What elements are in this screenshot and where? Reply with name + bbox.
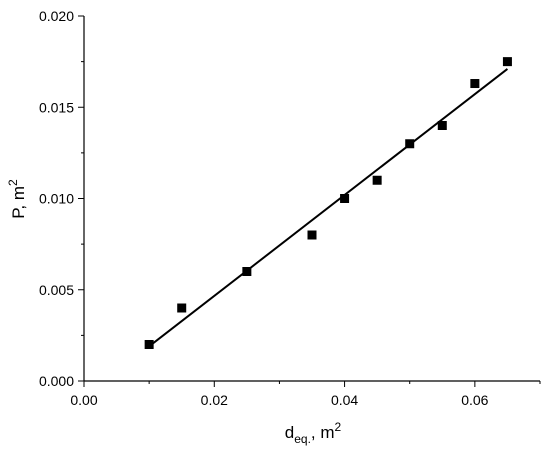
data-points [144,57,512,349]
data-point [405,139,415,149]
x-axis-ticks: 0.00 0.02 0.04 0.06 [70,381,541,408]
fit-line [148,68,509,348]
x-axis-title-sup: 2 [335,420,342,434]
data-point [307,230,317,240]
y-axis-title: P, m2 [6,179,28,219]
x-axis-title-subscript: eq. [294,432,311,446]
data-point [470,79,480,89]
y-axis-ticks: 0.000 0.005 0.010 0.015 0.020 [39,8,84,389]
x-axis-title-base: d [285,423,294,442]
x-tick-label: 0.00 [70,392,97,408]
data-point [177,303,187,313]
data-point [502,57,512,67]
data-point [242,267,252,276]
x-tick-label: 0.04 [331,392,358,408]
y-axis-title-base: P, m [9,186,28,219]
x-axis-title: deq., m2 [285,420,342,446]
data-point [144,340,154,349]
fit-line-group [148,68,509,348]
data-point [437,121,447,130]
y-tick-label: 0.015 [39,99,74,115]
x-tick-label: 0.02 [201,392,228,408]
x-tick-label: 0.06 [461,392,488,408]
data-point [340,194,350,203]
y-tick-label: 0.010 [39,191,74,207]
plot-frame [83,16,540,382]
x-axis-title-suffix: , m [311,423,335,442]
y-tick-label: 0.005 [39,282,74,298]
y-tick-label: 0.000 [39,373,74,389]
y-axis-title-sup: 2 [6,179,20,186]
data-point [372,175,382,185]
y-tick-label: 0.020 [39,8,74,24]
